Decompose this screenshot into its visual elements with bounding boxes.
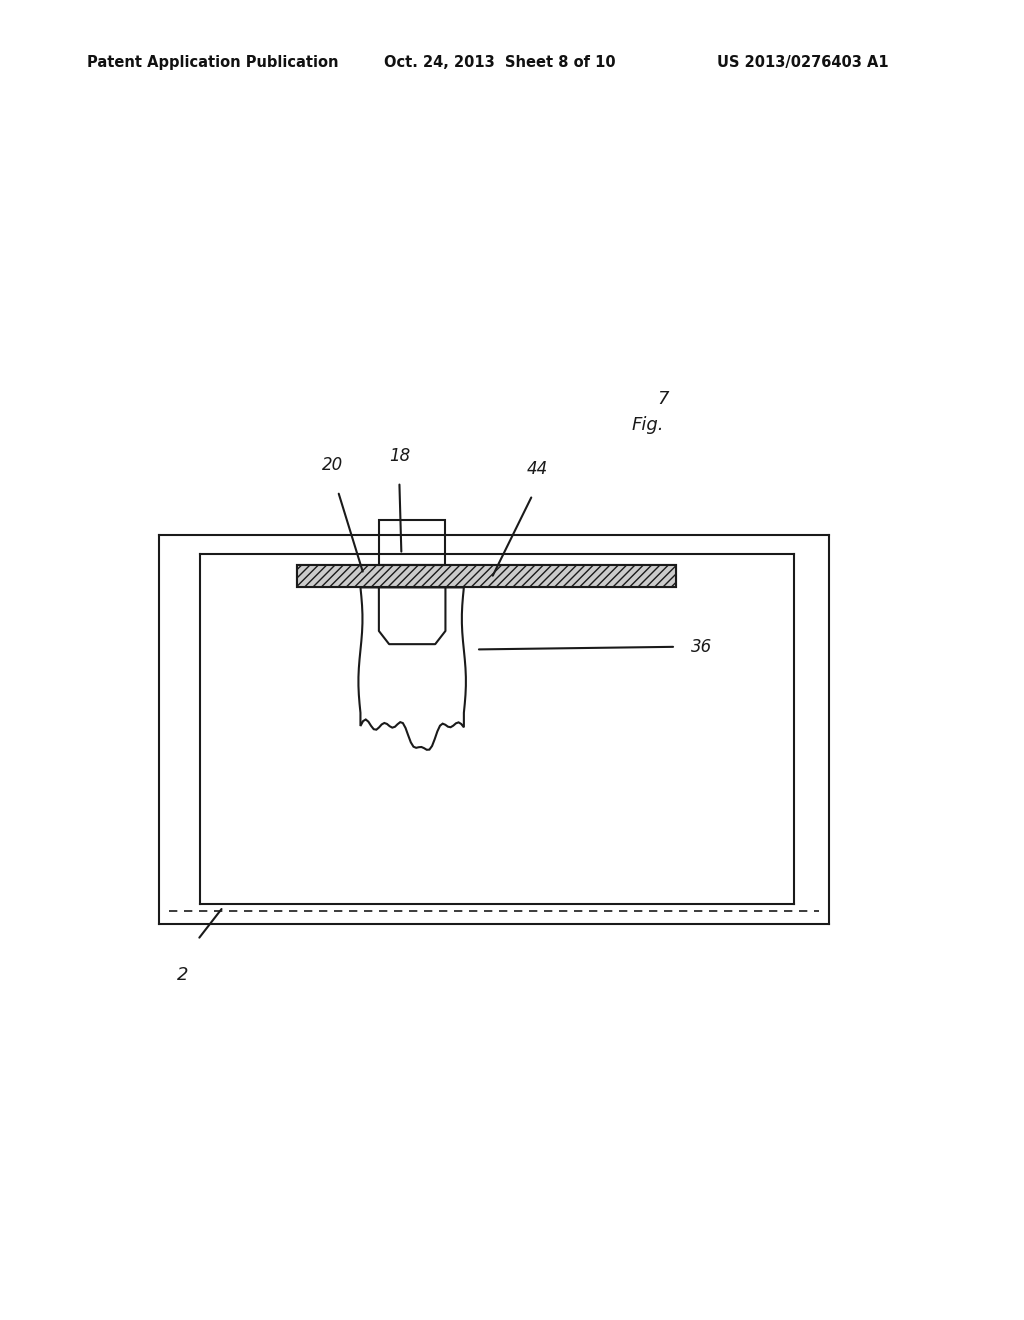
Text: 18: 18 xyxy=(389,446,410,465)
Polygon shape xyxy=(297,565,676,587)
Text: 20: 20 xyxy=(323,455,343,474)
Text: 2: 2 xyxy=(176,966,188,985)
Text: Patent Application Publication: Patent Application Publication xyxy=(87,55,339,70)
Text: 36: 36 xyxy=(691,638,713,656)
Bar xyxy=(297,565,676,587)
Text: 7: 7 xyxy=(657,389,670,408)
Text: Fig.: Fig. xyxy=(632,416,665,434)
Bar xyxy=(379,520,445,565)
Text: Oct. 24, 2013  Sheet 8 of 10: Oct. 24, 2013 Sheet 8 of 10 xyxy=(384,55,615,70)
Text: 44: 44 xyxy=(527,459,548,478)
Text: US 2013/0276403 A1: US 2013/0276403 A1 xyxy=(717,55,889,70)
Bar xyxy=(297,565,676,587)
